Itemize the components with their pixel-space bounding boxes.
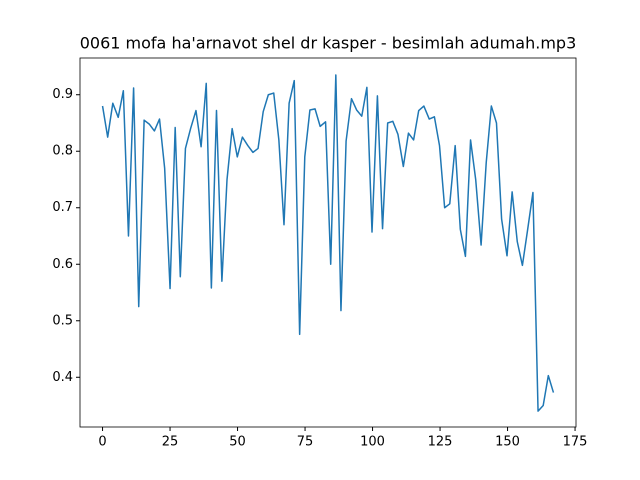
x-tick-label: 100 xyxy=(360,435,385,450)
x-tick-label: 25 xyxy=(162,435,179,450)
x-tick-label: 175 xyxy=(563,435,588,450)
x-tick-label: 75 xyxy=(297,435,314,450)
y-tick-label: 0.9 xyxy=(52,87,73,102)
y-tick-label: 0.7 xyxy=(52,200,73,215)
y-tick-label: 0.8 xyxy=(52,144,73,159)
x-tick-label: 50 xyxy=(229,435,246,450)
data-line xyxy=(101,74,555,412)
chart-title: 0061 mofa ha'arnavot shel dr kasper - be… xyxy=(80,34,577,53)
y-tick-label: 0.6 xyxy=(52,257,73,272)
x-tick-label: 0 xyxy=(98,435,106,450)
y-tick-label: 0.5 xyxy=(52,313,73,328)
axes-frame xyxy=(79,57,577,428)
x-tick-label: 150 xyxy=(495,435,520,450)
x-tick-label: 125 xyxy=(428,435,453,450)
y-tick-label: 0.4 xyxy=(52,370,73,385)
